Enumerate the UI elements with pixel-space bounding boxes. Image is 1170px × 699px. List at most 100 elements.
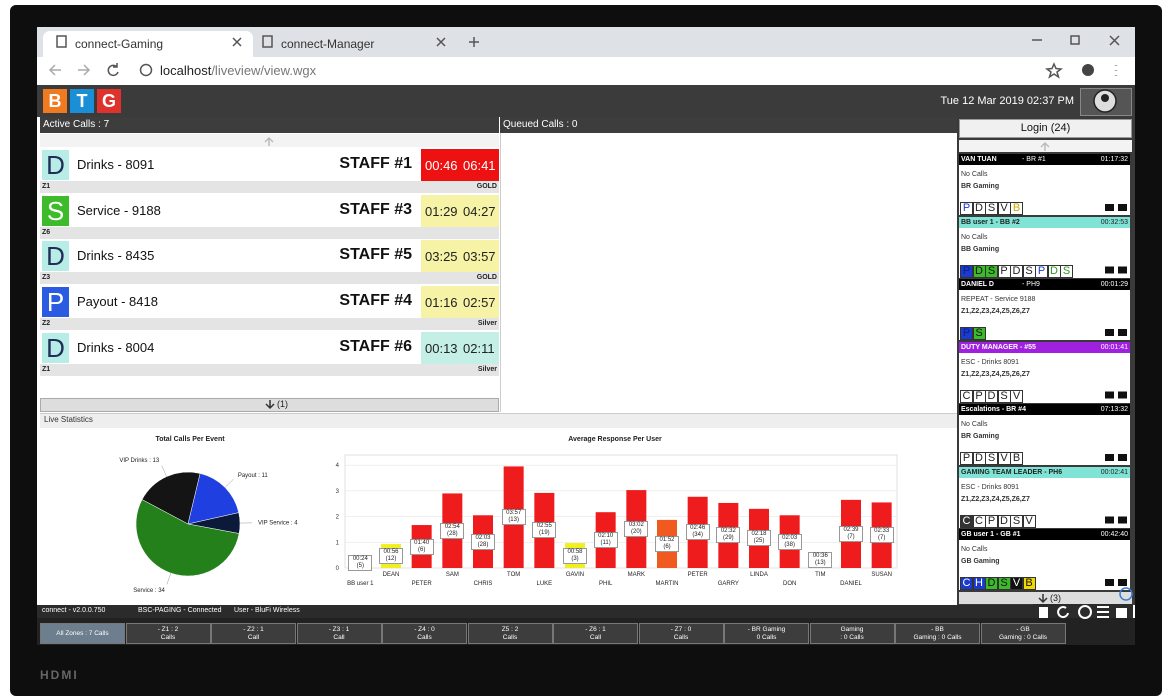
user-line: Z1,Z2,Z3,Z4,Z5,Z6,Z7 (961, 308, 1030, 315)
user-name: BB user 1 - BB #2 (961, 218, 1020, 226)
zone-tab-text[interactable]: Gaming : 0 Calls (998, 633, 1048, 641)
y-tick-label: 4 (336, 463, 340, 469)
user-name: GAMING TEAM LEADER - PH6 (961, 468, 1063, 476)
login-button[interactable]: Login (24) (959, 119, 1132, 138)
call-zone: Z1 (42, 365, 51, 373)
user-line: ESC - Drinks 8091 (961, 483, 1019, 491)
user-line: BR Gaming (961, 433, 1000, 440)
datetime: Tue 12 Mar 2019 02:37 PM (940, 95, 1074, 107)
zone-tab[interactable]: - Z6 : 1 Call (553, 623, 638, 644)
zone-tab[interactable]: - BR Gaming 0 Calls (724, 623, 809, 644)
badge: V (1022, 514, 1036, 528)
zone-tab-text[interactable]: Gaming : 0 Calls (913, 633, 962, 641)
zone-tab-text[interactable]: Calls (417, 633, 432, 641)
x-tick-label: GAVIN (566, 572, 584, 578)
zone-tab-text[interactable]: Calls (673, 633, 689, 641)
zone-tab-text[interactable]: - Z4 : 0 (414, 625, 435, 633)
badge: D (997, 514, 1011, 528)
call-staff: STAFF #4 (339, 292, 412, 310)
badge: S (1010, 514, 1023, 528)
x-tick-label: PETER (412, 581, 433, 587)
zone-tab-text[interactable]: - Z3 : 1 (328, 625, 350, 633)
zone-tab-text[interactable]: Call (589, 633, 602, 641)
bar-value-label: 00:56 (12) (379, 548, 403, 565)
x-tick-label: SUSAN (871, 572, 892, 578)
y-tick-label: 2 (336, 515, 340, 521)
badge: S (1022, 264, 1036, 278)
tab-title[interactable]: connect-Gaming (75, 37, 164, 51)
x-tick-label: MARK (628, 572, 645, 578)
zone-tab[interactable]: - Z7 : 0 Calls (638, 623, 724, 644)
zone-tab-text[interactable]: 0 Calls (756, 633, 777, 641)
scroll-strip (959, 140, 1132, 152)
user-line: BR Gaming (961, 183, 1000, 190)
leader-line (166, 572, 172, 585)
call-icon: S (42, 195, 69, 226)
browser-tab[interactable] (43, 31, 253, 57)
status-text: User - BluFi Wireless (234, 607, 300, 614)
tab-title[interactable]: connect-Manager (281, 37, 375, 51)
badge: V (997, 452, 1011, 465)
zone-tab-text[interactable]: - Z2 : 1 (243, 625, 264, 633)
bar-value-label: 02:46 (34) (685, 524, 710, 541)
zone-tab[interactable]: Z5 : 2 Calls (467, 623, 553, 644)
user-name: DANIEL D (961, 281, 994, 288)
zone-tab-text[interactable]: Call (247, 633, 260, 641)
user-line: No Calls (961, 421, 988, 428)
badge: B (1010, 452, 1023, 465)
zone-tab[interactable]: - BB Gaming : 0 Calls (895, 623, 980, 644)
zone-tab-text[interactable]: Call (333, 633, 345, 641)
zone-tab-text[interactable]: - GB (1016, 625, 1030, 633)
badge: D (972, 452, 986, 465)
badge: S (985, 202, 998, 215)
x-tick-label: GARRY (718, 581, 739, 587)
bar-value-label: 03:57 (13) (501, 509, 526, 526)
charts: Total Calls Per Event VIP Drinks : 13 Payo… (119, 436, 898, 594)
zone-strip (40, 272, 499, 285)
zone-strip (40, 318, 499, 331)
zone-tab[interactable]: Gaming: 0 Calls (809, 623, 895, 644)
badge: V (1010, 577, 1023, 590)
zone-tab[interactable]: - Z1 : 2 Calls (125, 623, 211, 644)
call-time: 02:11 (463, 340, 495, 356)
zone-tab-text[interactable]: - BR Gaming (747, 625, 786, 633)
zone-tab-text[interactable]: - Z7 : 0 (670, 625, 692, 633)
badge: S (997, 577, 1011, 590)
user-name: Escalations - BR #4 (961, 406, 1026, 413)
badge: C (960, 389, 973, 403)
zone-tab-text[interactable]: All Zones : 7 Calls (56, 629, 109, 637)
zone-tab-text[interactable]: : 0 Calls (840, 633, 864, 641)
call-tier: Silver (477, 365, 497, 373)
pie-label: VIP Service : 4 (258, 521, 298, 527)
call-zone: Z6 (42, 228, 51, 236)
zone-tab[interactable]: - Z3 : 1 Call (296, 623, 382, 644)
badge: S (985, 264, 998, 278)
zone-strip (40, 181, 499, 193)
zone-tab-text[interactable]: - BB (931, 625, 944, 633)
zone-tab-text[interactable]: Gaming (840, 625, 864, 633)
zone-tab-text[interactable]: - Z1 : 2 (157, 625, 179, 633)
zone-tab-text[interactable]: Calls (502, 633, 518, 641)
zone-tab[interactable]: All Zones : 7 Calls (40, 623, 125, 644)
user-line: ESC - Drinks 8091 (961, 358, 1019, 366)
user-body[interactable] (959, 290, 1130, 340)
bar-value-label: 00:58 (3) (563, 547, 587, 564)
address-bar (37, 57, 1135, 86)
zone-tab-text[interactable]: - Z6 : 1 (585, 625, 606, 633)
zone-tab[interactable]: - Z4 : 0 Calls (382, 623, 467, 644)
zone-tab-text[interactable]: Calls (160, 633, 176, 641)
badge: P (960, 264, 973, 278)
more-bar[interactable] (959, 592, 1132, 604)
badge: D (972, 264, 986, 278)
more-count: (1) (277, 399, 288, 409)
user-line: Z1,Z2,Z3,Z4,Z5,Z6,Z7 (961, 370, 1030, 378)
zone-tab-text[interactable]: Z5 : 2 (501, 625, 519, 633)
badge: V (1010, 389, 1023, 403)
leader-line (224, 478, 234, 488)
more-bar[interactable] (40, 398, 499, 412)
zone-tab[interactable]: - GB Gaming : 0 Calls (980, 623, 1066, 644)
user-line: GB Gaming (961, 558, 1000, 565)
avatar-box[interactable] (1080, 88, 1132, 116)
zone-tab[interactable]: - Z2 : 1 Call (211, 623, 296, 644)
